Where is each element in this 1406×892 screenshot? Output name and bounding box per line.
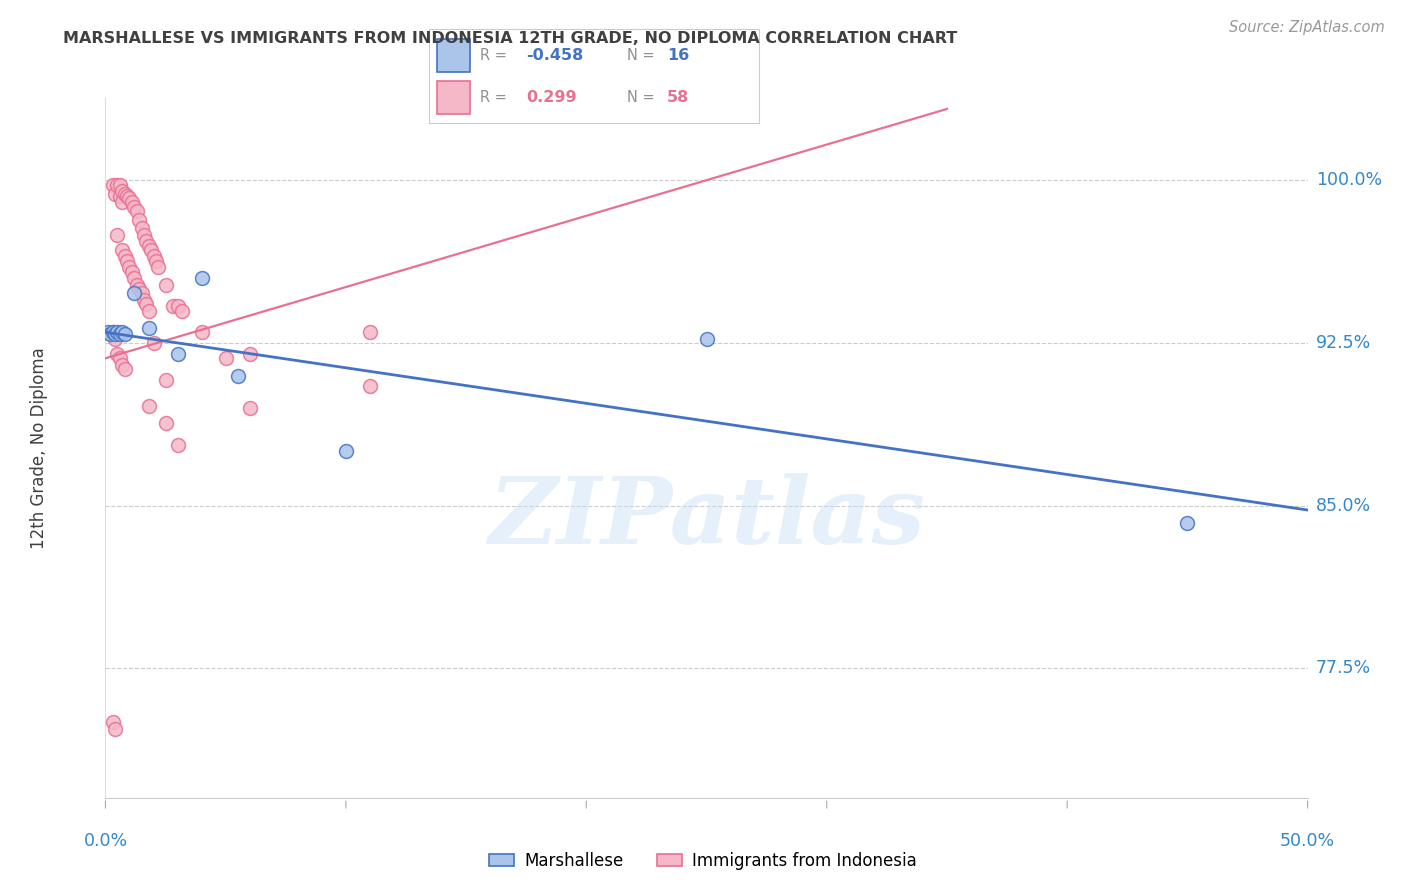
Point [114,186,136,201]
Point [124,200,146,214]
Point [359,325,381,339]
Text: 77.5%: 77.5% [1316,659,1371,677]
Text: 85.0%: 85.0% [1316,497,1371,515]
Point [101,178,124,192]
Text: 58: 58 [666,90,689,105]
Point [335,444,357,458]
Point [142,336,165,351]
Point [108,351,131,366]
Point [226,368,249,383]
Text: MARSHALLESE VS IMMIGRANTS FROM INDONESIA 12TH GRADE, NO DIPLOMA CORRELATION CHAR: MARSHALLESE VS IMMIGRANTS FROM INDONESIA… [63,31,957,46]
Point [101,325,124,339]
Point [115,253,138,268]
Point [131,221,153,235]
Point [111,185,134,199]
Text: R =: R = [479,47,512,62]
Point [145,253,167,268]
Point [114,362,136,376]
Point [138,399,160,413]
Bar [437,38,470,71]
Point [162,299,184,313]
Point [138,238,160,252]
Point [166,299,188,313]
Point [107,347,129,361]
Point [111,243,134,257]
Point [97,325,120,339]
Text: 92.5%: 92.5% [1316,334,1371,352]
Point [125,277,148,292]
Point [190,325,212,339]
Point [107,178,129,192]
Legend: Marshallese, Immigrants from Indonesia: Marshallese, Immigrants from Indonesia [482,846,924,877]
Point [131,286,153,301]
Point [128,212,150,227]
Point [155,277,177,292]
Point [148,260,170,275]
Point [98,327,121,342]
Point [138,321,160,335]
Point [121,264,143,278]
Text: 0.299: 0.299 [526,90,576,105]
Point [166,347,188,361]
Point [118,260,141,275]
Point [118,191,141,205]
Point [190,271,212,285]
Point [166,438,188,452]
Text: N =: N = [627,47,659,62]
Point [142,249,165,263]
Text: 16: 16 [666,47,689,62]
Text: Source: ZipAtlas.com: Source: ZipAtlas.com [1229,20,1385,35]
Point [124,286,146,301]
Text: R =: R = [479,90,512,105]
Point [104,327,127,342]
Point [1175,516,1198,530]
Text: N =: N = [627,90,659,105]
Text: ZIPatlas: ZIPatlas [488,474,925,563]
Point [155,417,177,431]
Point [101,715,124,730]
Point [125,203,148,218]
Point [101,325,124,339]
Text: 12th Grade, No Diploma: 12th Grade, No Diploma [31,347,48,549]
Point [104,722,127,736]
Point [108,327,131,342]
Bar [437,81,470,114]
Point [132,227,155,242]
Point [121,195,143,210]
Point [115,188,138,202]
Point [111,358,134,372]
Text: 50.0%: 50.0% [1279,831,1336,850]
Point [135,297,157,311]
Point [111,325,134,339]
Point [359,379,381,393]
Point [108,188,131,202]
Point [104,332,127,346]
Point [114,327,136,342]
Point [107,227,129,242]
Point [239,347,262,361]
Text: 100.0%: 100.0% [1316,171,1382,189]
Point [214,351,236,366]
Point [132,293,155,307]
Point [696,332,718,346]
Point [104,186,127,201]
Point [128,282,150,296]
Point [239,401,262,416]
Point [138,303,160,318]
Point [135,234,157,248]
Point [155,373,177,387]
Point [108,178,131,192]
Point [114,249,136,263]
Point [124,271,146,285]
Point [139,243,162,257]
Text: 0.0%: 0.0% [83,831,128,850]
Point [107,325,129,339]
Text: -0.458: -0.458 [526,47,583,62]
Point [111,195,134,210]
Point [172,303,194,318]
